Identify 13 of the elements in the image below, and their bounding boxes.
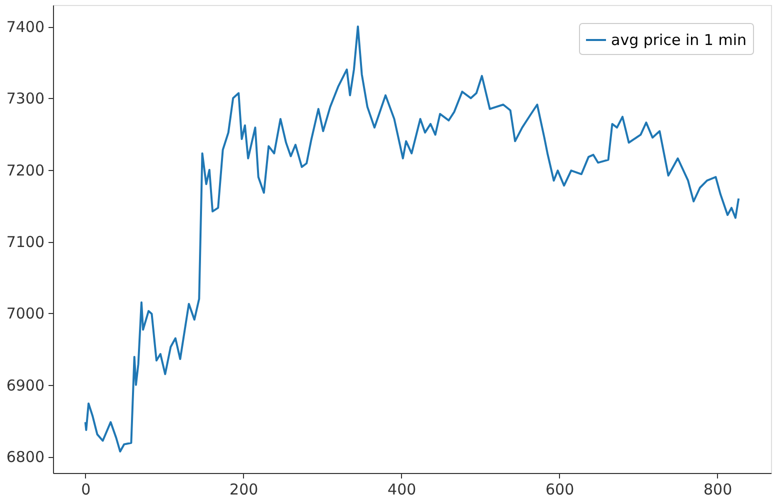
y-tick-label: 7400 — [6, 18, 44, 36]
y-tick-label: 7200 — [6, 161, 44, 180]
y-tick-label: 7300 — [6, 90, 44, 108]
y-tick-label: 7100 — [6, 233, 44, 252]
x-tick-label: 800 — [703, 480, 732, 498]
x-tick-label: 400 — [388, 480, 416, 498]
y-tick-label: 6900 — [6, 376, 44, 394]
x-tick-label: 0 — [81, 480, 91, 498]
y-tick-label: 6800 — [6, 448, 44, 466]
legend-label: avg price in 1 min — [611, 31, 746, 49]
x-tick-label: 600 — [545, 480, 574, 498]
y-tick-label: 7000 — [6, 304, 44, 323]
x-tick-label: 200 — [230, 480, 258, 498]
